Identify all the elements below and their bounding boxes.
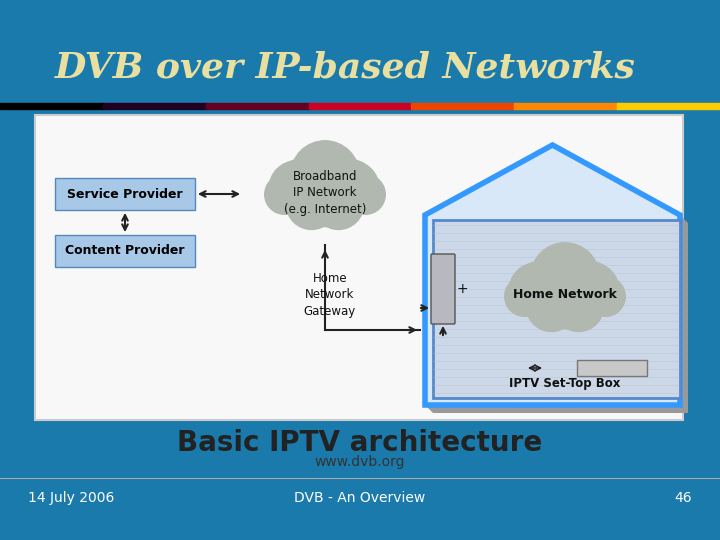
Text: www.dvb.org: www.dvb.org [315, 455, 405, 469]
Bar [55, 235, 195, 267]
Text: Basic IPTV architecture: Basic IPTV architecture [177, 429, 543, 457]
Text: Content Provider: Content Provider [66, 245, 185, 258]
Circle shape [536, 271, 594, 328]
Circle shape [287, 179, 337, 230]
Polygon shape [425, 145, 680, 405]
Bar [617, 103, 720, 109]
Bar [577, 360, 647, 376]
Polygon shape [425, 215, 688, 413]
Circle shape [505, 276, 544, 316]
Bar [433, 220, 680, 398]
Text: 46: 46 [675, 491, 692, 505]
Circle shape [291, 141, 359, 209]
Circle shape [265, 175, 305, 214]
Bar [35, 115, 683, 420]
Circle shape [346, 175, 385, 214]
Circle shape [313, 179, 364, 230]
Text: Service Provider: Service Provider [67, 187, 183, 200]
Bar [206, 103, 310, 109]
Bar [411, 103, 516, 109]
Circle shape [325, 161, 379, 215]
Bar [0, 103, 104, 109]
FancyBboxPatch shape [431, 254, 455, 324]
Bar [103, 103, 207, 109]
Text: IPTV Set-Top Box: IPTV Set-Top Box [509, 377, 621, 390]
Circle shape [515, 261, 565, 312]
Text: Home Network: Home Network [513, 288, 617, 301]
Circle shape [565, 263, 619, 317]
Text: Broadband
IP Network
(e.g. Internet): Broadband IP Network (e.g. Internet) [284, 171, 366, 215]
Text: +: + [456, 282, 468, 296]
Circle shape [585, 276, 625, 316]
Circle shape [269, 161, 323, 215]
Text: 14 July 2006: 14 July 2006 [28, 491, 114, 505]
Circle shape [296, 169, 354, 227]
Circle shape [526, 281, 577, 332]
Bar [514, 103, 618, 109]
Circle shape [274, 159, 325, 210]
Circle shape [553, 281, 603, 332]
Circle shape [509, 263, 563, 317]
Text: DVB - An Overview: DVB - An Overview [294, 491, 426, 505]
Circle shape [565, 261, 616, 312]
Circle shape [531, 243, 599, 311]
Bar [309, 103, 413, 109]
Text: DVB over IP-based Networks: DVB over IP-based Networks [55, 51, 636, 85]
Circle shape [325, 159, 375, 210]
Text: Home
Network
Gateway: Home Network Gateway [304, 273, 356, 318]
Bar [55, 178, 195, 210]
